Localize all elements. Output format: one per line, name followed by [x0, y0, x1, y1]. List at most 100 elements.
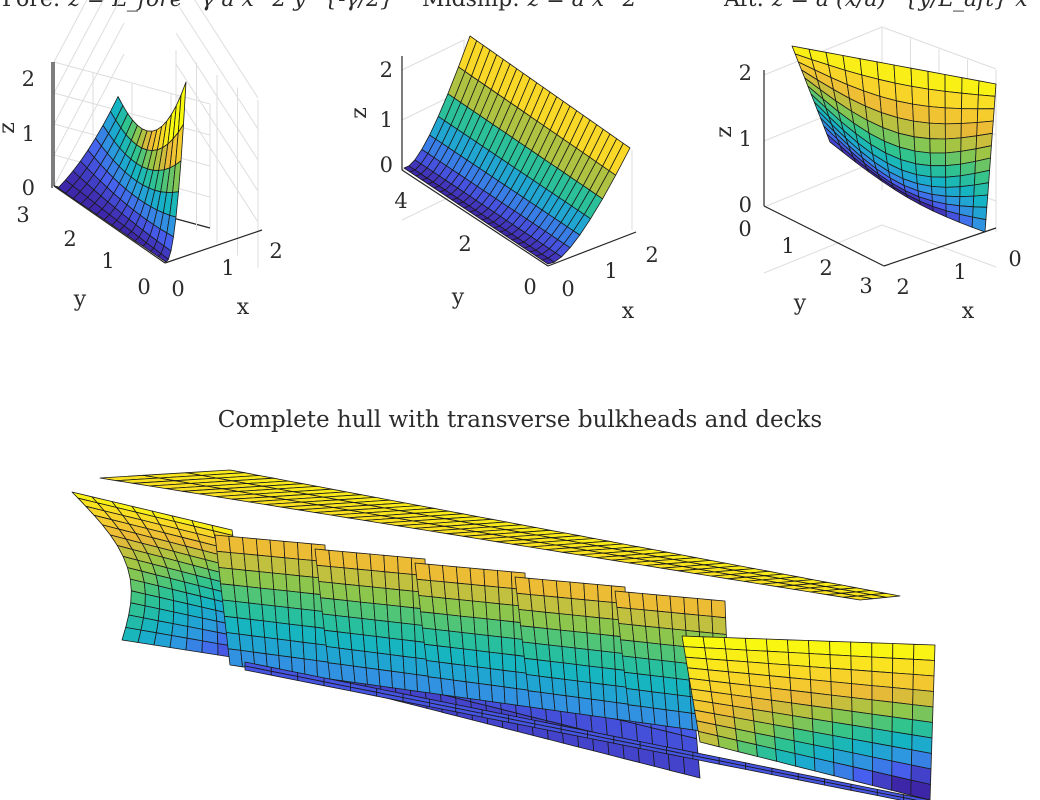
- hull-bulkhead-cell: [528, 577, 545, 597]
- hull-bulkhead-cell: [231, 568, 248, 587]
- hull-bulkhead-cell: [698, 614, 714, 634]
- hull-bulkhead-cell: [297, 558, 314, 578]
- hull-bulkhead-cell: [370, 570, 387, 589]
- hull-bulkhead-cell: [438, 661, 454, 681]
- hull-bulkhead-cell: [677, 694, 692, 714]
- hull-aft-cell: [912, 674, 935, 692]
- hull-bulkhead-cell: [245, 569, 261, 589]
- hull-bulkhead-cell: [548, 644, 564, 664]
- hull-bulkhead-cell: [557, 596, 573, 616]
- aft-cell: [972, 194, 989, 208]
- hull-bulkhead-cell: [448, 630, 464, 650]
- hull-bulkhead-cell: [385, 588, 401, 607]
- aft-cell: [944, 107, 962, 125]
- hull-title: Complete hull with transverse bulkheads …: [218, 407, 822, 433]
- aft-cell: [945, 163, 961, 178]
- aft-cell: [976, 108, 995, 123]
- hull-bulkhead-cell: [275, 622, 291, 641]
- hull-bulkhead-cell: [651, 691, 667, 711]
- hull-bulkhead-cell: [572, 614, 588, 634]
- hull-bulkhead-cell: [322, 613, 338, 633]
- hull-bulkhead-cell: [657, 610, 673, 630]
- midship-ylabel: y: [451, 285, 465, 310]
- fore-gridline: [53, 22, 125, 156]
- hull-bulkhead-cell: [414, 562, 431, 581]
- hull-aft-cell: [808, 653, 831, 669]
- aft-cell: [960, 108, 979, 124]
- hull-bulkhead-cell: [399, 606, 415, 625]
- fore-gridline: [194, 0, 259, 99]
- hull-aft-cell: [829, 654, 852, 671]
- aft-axis: [763, 205, 885, 267]
- hull-bulkhead-cell: [514, 576, 531, 595]
- hull-bulkhead-cell: [684, 613, 700, 633]
- hull-fore-cell: [185, 637, 203, 653]
- hull-bulkhead-cell: [320, 597, 337, 616]
- midship-axis: [547, 231, 637, 267]
- hull-bulkhead-cell: [214, 534, 231, 553]
- hull-aft-cell: [871, 685, 893, 703]
- hull-bulkhead-cell: [553, 693, 568, 713]
- hull-bulkhead-cell: [369, 553, 386, 573]
- aft-gridline: [763, 26, 883, 76]
- hull-aft-cell: [681, 635, 706, 649]
- hull-bulkhead-cell: [464, 665, 480, 684]
- hull-bulkhead-cell: [258, 571, 275, 590]
- hull-bulkhead-cell: [403, 672, 418, 692]
- fore-ytick: 2: [63, 227, 76, 251]
- hull-bulkhead-cell: [518, 609, 535, 628]
- hull-bulkhead-cell: [536, 659, 553, 679]
- hull-bulkhead-cell: [422, 627, 438, 647]
- hull-surface: [71, 469, 936, 800]
- hull-bulkhead-cell: [273, 589, 289, 608]
- hull-bulkhead-cell: [435, 629, 451, 648]
- hull-bulkhead-cell: [461, 632, 477, 651]
- aft-cell: [945, 137, 962, 154]
- hull-bulkhead-cell: [230, 552, 247, 571]
- hull-bulkhead-cell: [389, 654, 405, 674]
- aft-cell: [910, 67, 929, 90]
- hull-bulkhead-cell: [457, 582, 473, 602]
- hull-bulkhead-cell: [301, 625, 317, 645]
- hull-bulkhead-cell: [343, 567, 360, 586]
- hull-bulkhead-cell: [483, 568, 499, 588]
- hull-bulkhead-cell: [386, 604, 402, 624]
- fore-ylabel: y: [73, 287, 87, 312]
- aft-cell: [914, 150, 932, 167]
- hull-bulkhead-cell: [286, 590, 302, 610]
- hull-bulkhead-cell: [660, 643, 676, 663]
- hull-bulkhead-cell: [697, 598, 713, 617]
- hull-bulkhead-cell: [520, 625, 536, 644]
- hull-bulkhead-cell: [298, 575, 315, 595]
- hull-bulkhead-cell: [216, 550, 233, 570]
- fore-xtick: 1: [221, 256, 234, 280]
- hull-bulkhead-cell: [440, 678, 456, 697]
- hull-bulkhead-cell: [373, 603, 389, 622]
- hull-bulkhead-cell: [460, 615, 476, 635]
- hull-aft-cell: [892, 672, 914, 690]
- hull-bulkhead-cell: [711, 616, 727, 635]
- midship-xtick: 2: [645, 243, 658, 267]
- aft-cell: [961, 77, 980, 96]
- hull-bulkhead-cell: [390, 670, 406, 690]
- aft-cell: [944, 91, 963, 109]
- hull-bulkhead-cell: [218, 567, 235, 586]
- hull-aft-cell: [871, 656, 894, 674]
- hull-bulkhead-cell: [585, 616, 601, 635]
- hull-bulkhead-cell: [499, 620, 515, 639]
- aft-ylabel: y: [793, 291, 807, 316]
- hull-bulkhead-cell: [599, 617, 614, 637]
- hull-aft-cell: [892, 687, 914, 705]
- hull-bulkhead-cell: [314, 548, 331, 567]
- aft-cell: [911, 86, 930, 107]
- hull-bulkhead-cell: [462, 648, 478, 668]
- hull-bulkhead-cell: [335, 615, 351, 634]
- hull-bulkhead-cell: [560, 629, 576, 649]
- hull-bulkhead-cell: [340, 664, 356, 683]
- aft-cell: [945, 150, 962, 167]
- midship-xtick: 1: [604, 259, 617, 283]
- hull-bulkhead-cell: [235, 601, 251, 620]
- aft-panel: Aft:z = a (x/a)^{y/L_aft} x^{(2 - y/L_af…: [712, 0, 1040, 324]
- hull-bulkhead-cell: [575, 664, 591, 683]
- fore-gridline: [53, 0, 104, 94]
